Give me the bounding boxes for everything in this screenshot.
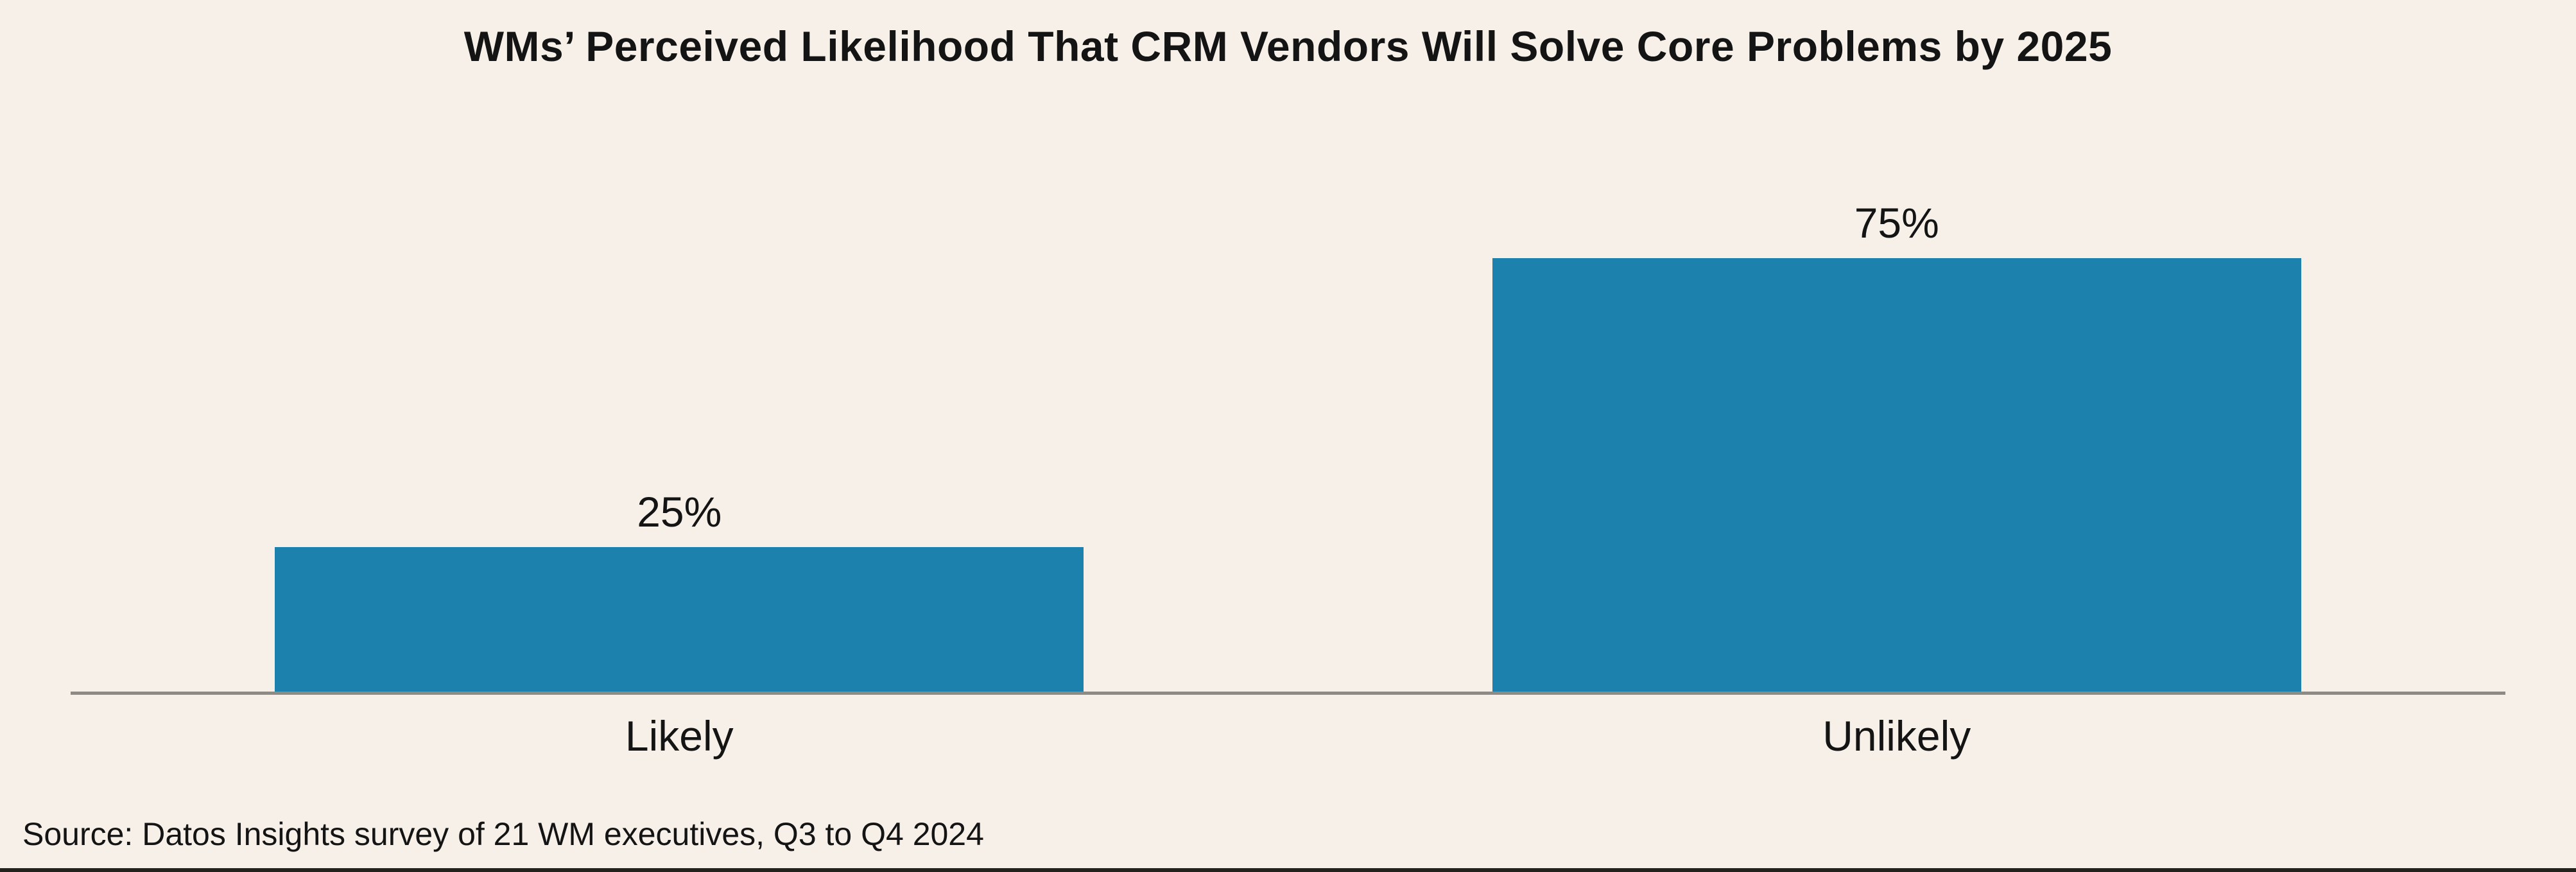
x-axis-labels: Likely Unlikely [71,711,2505,760]
bar-unlikely [1492,258,2301,692]
bar-value-label-likely: 25% [637,488,722,536]
x-axis-line [71,692,2505,695]
plot-area: 25% 75% [71,114,2505,692]
bar-group-unlikely: 75% [1288,114,2506,692]
bar-value-label-unlikely: 75% [1854,199,1939,247]
x-axis-label-unlikely: Unlikely [1822,712,1971,760]
bar-group-likely: 25% [71,114,1288,692]
chart-title: WMs’ Perceived Likelihood That CRM Vendo… [463,22,2113,70]
x-axis-label-likely: Likely [625,712,734,760]
source-note: Source: Datos Insights survey of 21 WM e… [22,816,984,852]
bar-likely [275,547,1084,692]
bottom-rule [0,868,2576,872]
